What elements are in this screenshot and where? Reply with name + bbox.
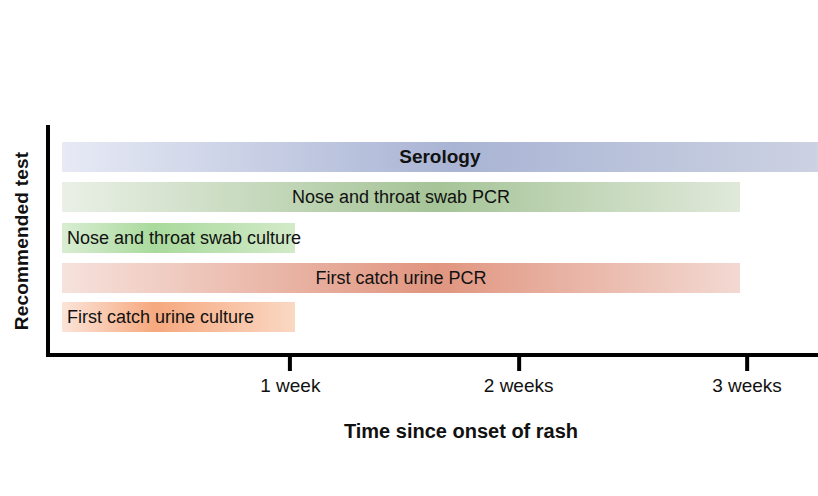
axis-tick-2-weeks: 2 weeks <box>484 357 554 397</box>
tick-label: 3 weeks <box>712 375 782 397</box>
y-axis-title: Recommended test <box>11 152 33 330</box>
bar-label: Serology <box>399 146 480 167</box>
bar-nose-throat-swab-pcr: Nose and throat swab PCR <box>62 182 740 212</box>
tick-mark <box>745 357 749 371</box>
tick-mark <box>288 357 292 371</box>
tick-label: 1 week <box>260 375 320 397</box>
bar-first-catch-urine-culture: First catch urine culture <box>62 302 295 332</box>
x-axis-line <box>46 353 818 357</box>
bar-nose-throat-swab-culture: Nose and throat swab culture <box>62 223 295 253</box>
tick-label: 2 weeks <box>484 375 554 397</box>
bar-serology: Serology <box>62 142 818 172</box>
chart-figure: Recommended test Serology Nose and throa… <box>0 0 818 496</box>
axis-tick-1-week: 1 week <box>260 357 320 397</box>
bar-label: Nose and throat swab PCR <box>292 187 510 207</box>
bar-label: First catch urine culture <box>67 307 254 327</box>
bar-label: Nose and throat swab culture <box>67 228 301 248</box>
bar-label: First catch urine PCR <box>316 268 487 288</box>
x-axis-title: Time since onset of rash <box>344 420 578 443</box>
tick-mark <box>517 357 521 371</box>
y-axis-line <box>46 125 50 357</box>
axis-tick-3-weeks: 3 weeks <box>712 357 782 397</box>
bar-first-catch-urine-pcr: First catch urine PCR <box>62 263 740 293</box>
